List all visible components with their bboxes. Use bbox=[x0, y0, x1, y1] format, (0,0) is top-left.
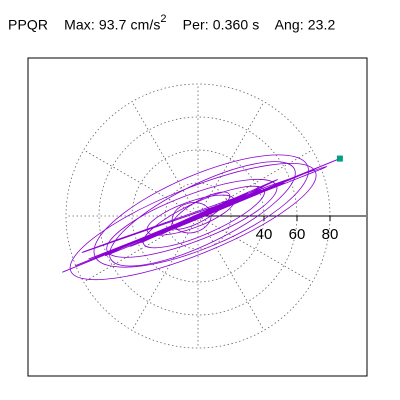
peak-marker bbox=[336, 155, 343, 162]
per-label: Per: bbox=[182, 16, 209, 33]
per-value: 0.360 s bbox=[212, 16, 260, 33]
peak-marker-group bbox=[336, 155, 343, 162]
max-value: 93.7 cm/s bbox=[98, 16, 161, 33]
header-readout: PPQR Max: 93.7 cm/s2 Per: 0.360 s Ang: 2… bbox=[8, 13, 336, 33]
x-tick-label-60: 60 bbox=[289, 226, 306, 243]
motion-loop-3 bbox=[146, 194, 235, 236]
station-code: PPQR bbox=[8, 16, 49, 33]
motion-loop-7 bbox=[171, 202, 212, 234]
ang-label: Ang: bbox=[274, 16, 304, 33]
x-axis: 40 60 80 bbox=[198, 215, 366, 243]
motion-loop-5 bbox=[69, 162, 317, 281]
x-tick-label-80: 80 bbox=[322, 226, 339, 243]
motion-loop-2 bbox=[142, 185, 265, 249]
max-unit-exponent: 2 bbox=[160, 13, 167, 25]
motion-loop-1 bbox=[106, 178, 278, 258]
motion-trace-line bbox=[62, 158, 341, 273]
ang-value: 23.2 bbox=[307, 16, 336, 33]
motion-trace bbox=[62, 154, 341, 281]
x-tick-label-40: 40 bbox=[256, 226, 273, 243]
plot-frame bbox=[27, 57, 368, 377]
max-label: Max: bbox=[64, 16, 95, 33]
grid-spoke-120 bbox=[131, 101, 199, 217]
